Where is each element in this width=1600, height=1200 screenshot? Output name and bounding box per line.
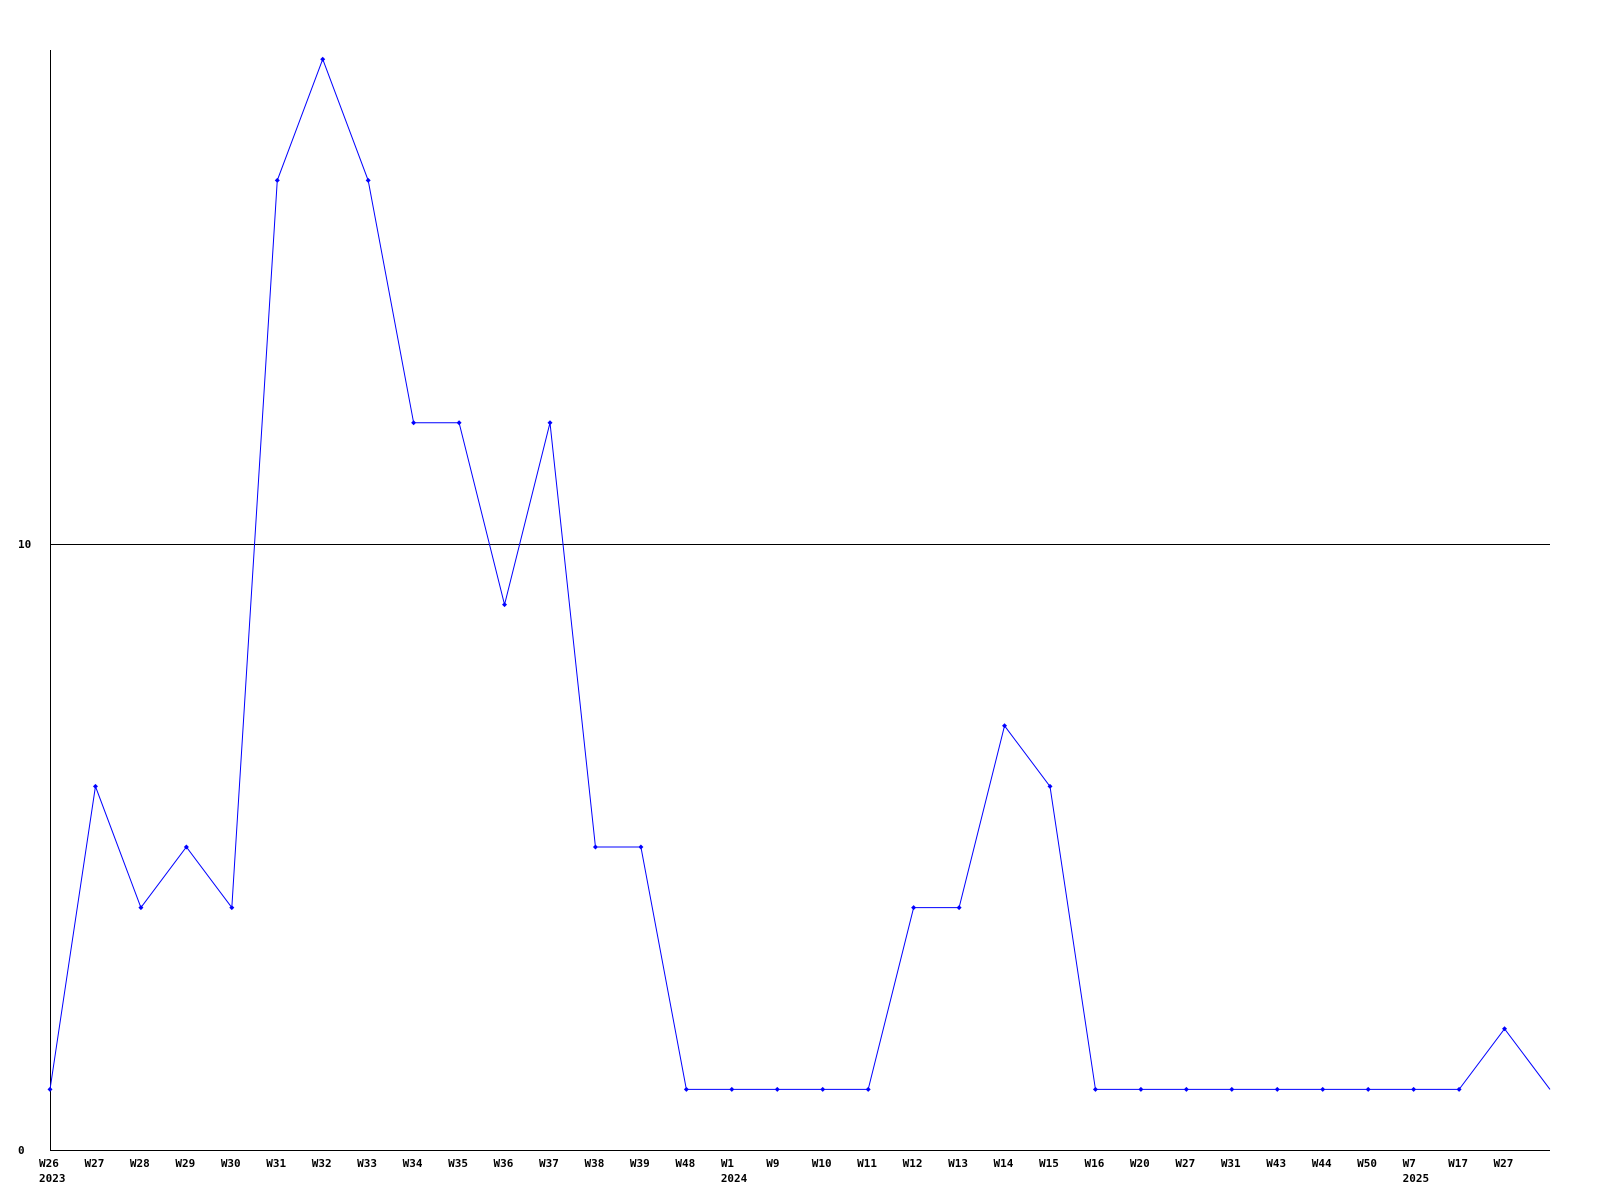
x-tick-label: W39	[630, 1157, 650, 1170]
x-tick-label: W37	[539, 1157, 559, 1170]
data-point	[547, 420, 553, 426]
data-point	[729, 1086, 735, 1092]
data-point	[92, 783, 98, 789]
data-point	[183, 844, 189, 850]
data-point	[1002, 723, 1008, 729]
data-point	[365, 177, 371, 183]
data-point	[1092, 1086, 1098, 1092]
x-tick-label: W27	[84, 1157, 104, 1170]
x-year-label: 2025	[1403, 1172, 1430, 1185]
data-point	[274, 177, 280, 183]
x-tick-label: W31	[1221, 1157, 1241, 1170]
data-point	[956, 905, 962, 911]
data-point	[592, 844, 598, 850]
x-tick-label: W36	[494, 1157, 514, 1170]
data-point	[1456, 1086, 1462, 1092]
data-point	[1183, 1086, 1189, 1092]
series-line	[49, 57, 1551, 1090]
data-point	[502, 602, 508, 608]
y-tick-label-10: 10	[18, 538, 31, 551]
data-point	[638, 844, 644, 850]
x-tick-label: W29	[175, 1157, 195, 1170]
data-point	[774, 1086, 780, 1092]
data-point	[320, 56, 326, 62]
data-point	[1320, 1086, 1326, 1092]
data-point	[1229, 1086, 1235, 1092]
x-tick-label: W20	[1130, 1157, 1150, 1170]
data-point	[1047, 783, 1053, 789]
x-tick-label: W44	[1312, 1157, 1332, 1170]
x-tick-label: W26	[39, 1157, 59, 1170]
data-point	[865, 1086, 871, 1092]
data-point	[1138, 1086, 1144, 1092]
x-tick-label: W12	[903, 1157, 923, 1170]
x-tick-label: W31	[266, 1157, 286, 1170]
x-tick-label: W48	[675, 1157, 695, 1170]
x-tick-label: W43	[1266, 1157, 1286, 1170]
x-tick-label: W27	[1494, 1157, 1514, 1170]
x-tick-label: W32	[312, 1157, 332, 1170]
x-tick-label: W30	[221, 1157, 241, 1170]
data-point	[820, 1086, 826, 1092]
data-point	[1274, 1086, 1280, 1092]
x-tick-label: W34	[403, 1157, 423, 1170]
x-tick-label: W50	[1357, 1157, 1377, 1170]
data-point	[138, 905, 144, 911]
x-year-label: 2024	[721, 1172, 748, 1185]
x-year-label: 2023	[39, 1172, 66, 1185]
x-tick-label: W27	[1175, 1157, 1195, 1170]
x-tick-label: W35	[448, 1157, 468, 1170]
data-point	[411, 420, 417, 426]
data-point	[911, 905, 917, 911]
x-tick-label: W9	[766, 1157, 779, 1170]
x-tick-label: W13	[948, 1157, 968, 1170]
x-tick-label: W7	[1403, 1157, 1416, 1170]
x-tick-label: W17	[1448, 1157, 1468, 1170]
x-tick-label: W11	[857, 1157, 877, 1170]
x-tick-label: W16	[1084, 1157, 1104, 1170]
data-point	[1411, 1086, 1417, 1092]
data-point	[229, 905, 235, 911]
y-tick-label-0: 0	[18, 1144, 25, 1157]
x-tick-label: W38	[584, 1157, 604, 1170]
data-point	[47, 1086, 53, 1092]
data-point	[1502, 1026, 1508, 1032]
x-tick-label: W33	[357, 1157, 377, 1170]
x-tick-label: W10	[812, 1157, 832, 1170]
data-point	[683, 1086, 689, 1092]
x-tick-label: W15	[1039, 1157, 1059, 1170]
x-tick-label: W14	[994, 1157, 1014, 1170]
data-point	[456, 420, 462, 426]
x-tick-label: W28	[130, 1157, 150, 1170]
x-tick-label: W1	[721, 1157, 735, 1170]
data-point	[1365, 1086, 1371, 1092]
